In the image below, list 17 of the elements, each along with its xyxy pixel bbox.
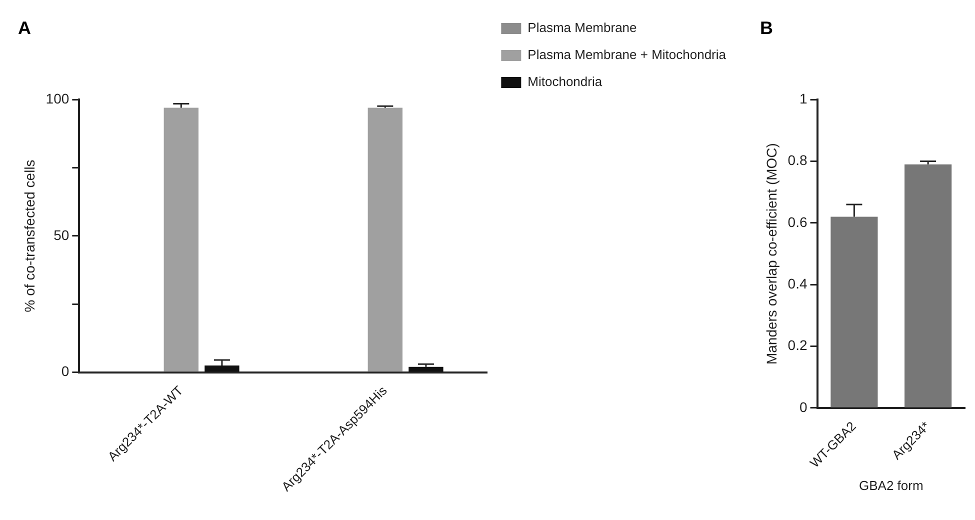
y-tick-label: 0 (61, 363, 70, 380)
chart-title: A (18, 18, 31, 38)
y-axis-title: % of co-transfected cells (21, 160, 38, 312)
legend-label: Plasma Membrane + Mitochondria (528, 47, 727, 62)
x-axis-title: GBA2 form (858, 478, 924, 493)
chart-title: B (760, 18, 773, 38)
y-tick-label: 100 (46, 90, 70, 106)
y-tick-label: 0.2 (788, 337, 808, 354)
y-tick-label: 1 (799, 90, 808, 106)
y-tick-label: 50 (54, 226, 70, 243)
y-tick-label: 0.4 (788, 276, 808, 292)
y-tick-label: 0 (799, 398, 808, 415)
y-axis-title: Manders overlap co-efficient (MOC) (763, 143, 780, 365)
y-tick-label: 0.8 (788, 152, 808, 168)
legend-label: Plasma Membrane (528, 20, 637, 36)
y-tick-label: 0.6 (788, 214, 808, 230)
legend-label: Mitochondria (528, 74, 603, 90)
